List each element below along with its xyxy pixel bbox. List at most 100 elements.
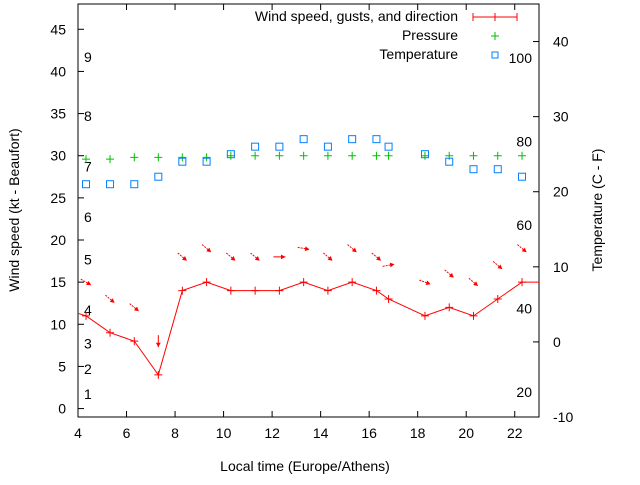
pressure-point xyxy=(106,155,115,164)
temperature-point xyxy=(82,180,91,189)
wind-speed-point xyxy=(493,295,502,303)
gust-arrow-head xyxy=(230,256,236,261)
beaufort-label: 1 xyxy=(84,386,92,402)
legend-temperature-marker xyxy=(491,51,499,59)
gust-arrow-head xyxy=(425,280,431,285)
gust-arrow-head xyxy=(351,247,357,253)
wind-speed-point xyxy=(130,337,139,346)
gust-direction-arrow xyxy=(225,252,236,262)
wind-speed-point xyxy=(251,286,260,295)
wind-speed-point xyxy=(445,303,454,312)
pressure-point xyxy=(178,153,187,162)
temperature-point xyxy=(372,135,381,144)
fahrenheit-label: 80 xyxy=(516,134,532,150)
temperature-point xyxy=(226,150,235,159)
y-tick-label: 35 xyxy=(50,106,66,122)
gust-arrow-head xyxy=(521,247,527,253)
legend: Wind speed, gusts, and direction Pressur… xyxy=(255,8,518,62)
plot-frame xyxy=(77,3,540,418)
gust-arrow-head xyxy=(133,306,139,312)
y2-axis-label: Temperature (C - F) xyxy=(589,149,605,272)
wind-speed-point xyxy=(469,311,478,320)
y-tick-label: 30 xyxy=(50,148,66,164)
wind-speed-point xyxy=(202,278,211,287)
pressure-point xyxy=(469,151,478,160)
temperature-point xyxy=(518,172,527,181)
pressure-point xyxy=(202,153,211,162)
pressure-point xyxy=(420,151,429,160)
pressure-point xyxy=(299,151,308,160)
gust-direction-arrow xyxy=(155,335,161,348)
legend-label-pressure: Pressure xyxy=(402,27,458,43)
y2-tick-label: 20 xyxy=(553,184,569,200)
gust-arrow-head xyxy=(389,262,395,268)
gust-arrow-head xyxy=(109,298,115,303)
beaufort-label: 5 xyxy=(84,251,92,267)
legend-label-wind: Wind speed, gusts, and direction xyxy=(255,8,458,24)
wind-speed-point xyxy=(106,328,115,337)
temperature-point xyxy=(154,172,163,181)
wind-speed-point xyxy=(299,278,308,287)
temperature-point xyxy=(420,150,429,159)
fahrenheit-label: 100 xyxy=(509,50,533,66)
temperature-point xyxy=(493,165,502,174)
gust-direction-arrow xyxy=(371,252,382,262)
pressure-point xyxy=(251,151,260,160)
gust-arrow-head xyxy=(473,281,479,286)
legend-label-temperature: Temperature xyxy=(379,46,458,62)
pressure-point xyxy=(226,151,235,160)
temperature-point xyxy=(299,135,308,144)
gust-direction-arrow xyxy=(177,252,188,262)
x-tick-label: 12 xyxy=(264,425,280,441)
pressure-point xyxy=(275,151,284,160)
legend-pressure-marker xyxy=(491,32,499,40)
beaufort-label: 4 xyxy=(84,302,92,318)
wind-speed-point xyxy=(420,311,429,320)
temperature-point xyxy=(251,142,260,151)
gust-direction-arrow xyxy=(250,252,261,262)
wind-speed-point xyxy=(275,286,284,295)
pressure-point xyxy=(82,155,91,164)
x-tick-label: 4 xyxy=(74,425,82,441)
pressure-point xyxy=(518,151,527,160)
wind-speed-point xyxy=(372,286,381,295)
pressure-point xyxy=(384,151,393,160)
x-tick-label: 6 xyxy=(123,425,131,441)
y-tick-label: 0 xyxy=(58,401,66,417)
y-tick-label: 20 xyxy=(50,232,66,248)
beaufort-label: 2 xyxy=(84,361,92,377)
gust-direction-arrow xyxy=(297,246,310,252)
temperature-point xyxy=(178,157,187,166)
x-tick-label: 20 xyxy=(458,425,474,441)
gust-arrow-head xyxy=(86,280,92,286)
beaufort-label: 6 xyxy=(84,209,92,225)
y2-tick-label: -10 xyxy=(553,409,573,425)
temperature-point xyxy=(445,157,454,166)
wind-speed-point xyxy=(82,311,91,320)
pressure-point xyxy=(323,151,332,160)
temperature-point xyxy=(348,135,357,144)
gust-direction-arrow xyxy=(322,252,333,262)
legend-wind-marker xyxy=(491,13,499,21)
gust-direction-arrow xyxy=(492,261,503,270)
gust-direction-arrow xyxy=(80,278,92,286)
y2-tick-label: 40 xyxy=(553,34,569,50)
temperature-point xyxy=(275,142,284,151)
beaufort-label: 9 xyxy=(84,49,92,65)
gust-arrow-head xyxy=(327,256,333,261)
x-tick-label: 22 xyxy=(507,425,523,441)
y-tick-label: 40 xyxy=(50,63,66,79)
gust-direction-arrow xyxy=(517,244,527,253)
gust-direction-arrow xyxy=(382,262,395,268)
temperature-point xyxy=(202,157,211,166)
wind-speed-line xyxy=(77,281,539,376)
y-tick-label: 15 xyxy=(50,274,66,290)
gust-arrow-head xyxy=(155,342,161,348)
wind-speed-point xyxy=(178,286,187,295)
fahrenheit-label: 60 xyxy=(516,217,532,233)
y-tick-label: 25 xyxy=(50,190,66,206)
beaufort-label: 3 xyxy=(84,336,92,352)
gust-arrow-head xyxy=(254,256,260,261)
gust-direction-arrow xyxy=(444,269,455,278)
